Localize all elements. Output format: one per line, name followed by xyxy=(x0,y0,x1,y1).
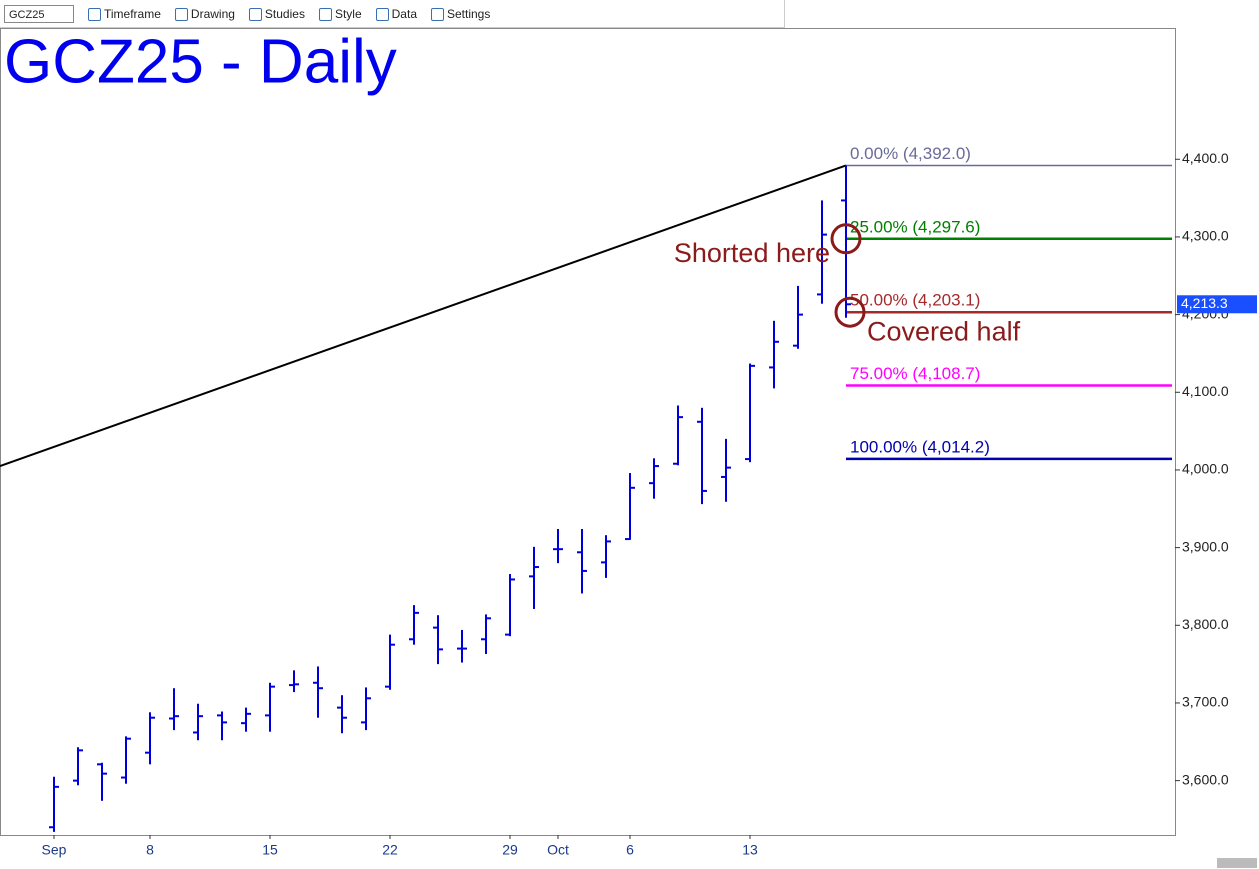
fib-label: 0.00% (4,392.0) xyxy=(850,144,971,163)
chart-title: GCZ25 - Daily xyxy=(4,27,397,96)
y-tick-label: 3,700.0 xyxy=(1182,694,1229,710)
annotation-text: Covered half xyxy=(867,316,1021,346)
toolbar-button[interactable]: Drawing xyxy=(174,7,235,21)
x-tick-label: Oct xyxy=(547,842,569,858)
annotation-circle xyxy=(830,223,862,255)
plot-frame xyxy=(0,28,1176,836)
last-price-box xyxy=(1177,295,1257,314)
x-tick-label: 15 xyxy=(262,842,278,858)
y-tick-label: 4,000.0 xyxy=(1182,461,1229,477)
symbol-box[interactable]: GCZ25 xyxy=(4,4,74,23)
x-tick-label: 8 xyxy=(146,842,154,858)
toolbar-button[interactable]: Studies xyxy=(248,7,305,21)
y-tick-label: 4,300.0 xyxy=(1182,228,1229,244)
last-price-label: 4,213.3 xyxy=(1181,295,1228,311)
y-tick-label: 3,800.0 xyxy=(1182,616,1229,632)
annotation-text: Shorted here xyxy=(674,238,830,268)
y-tick-label: 4,100.0 xyxy=(1182,383,1229,399)
fib-label: 100.00% (4,014.2) xyxy=(850,437,990,456)
y-tick-label: 3,900.0 xyxy=(1182,538,1229,554)
x-tick-label: Sep xyxy=(42,842,67,858)
x-tick-label: 29 xyxy=(502,842,518,858)
y-tick-label: 4,400.0 xyxy=(1182,150,1229,166)
y-tick-label: 3,600.0 xyxy=(1182,771,1229,787)
fib-label: 75.00% (4,108.7) xyxy=(850,364,980,383)
fib-label: 25.00% (4,297.6) xyxy=(850,217,980,236)
x-tick-label: 13 xyxy=(742,842,758,858)
toolbar-button[interactable]: Timeframe xyxy=(88,7,161,21)
x-tick-label: 22 xyxy=(382,842,398,858)
annotation-circle xyxy=(834,296,866,328)
trendline xyxy=(0,164,847,468)
toolbar-button[interactable]: Style xyxy=(318,7,362,21)
toolbar-button[interactable]: Settings xyxy=(431,7,490,21)
x-tick-label: 6 xyxy=(626,842,634,858)
toolbar: GCZ25 Timeframe Drawing Studies Style Data Se… xyxy=(0,0,785,28)
fib-label: 50.00% (4,203.1) xyxy=(850,291,980,310)
scrollbar[interactable] xyxy=(1217,858,1257,868)
toolbar-button[interactable]: Data xyxy=(375,7,417,21)
